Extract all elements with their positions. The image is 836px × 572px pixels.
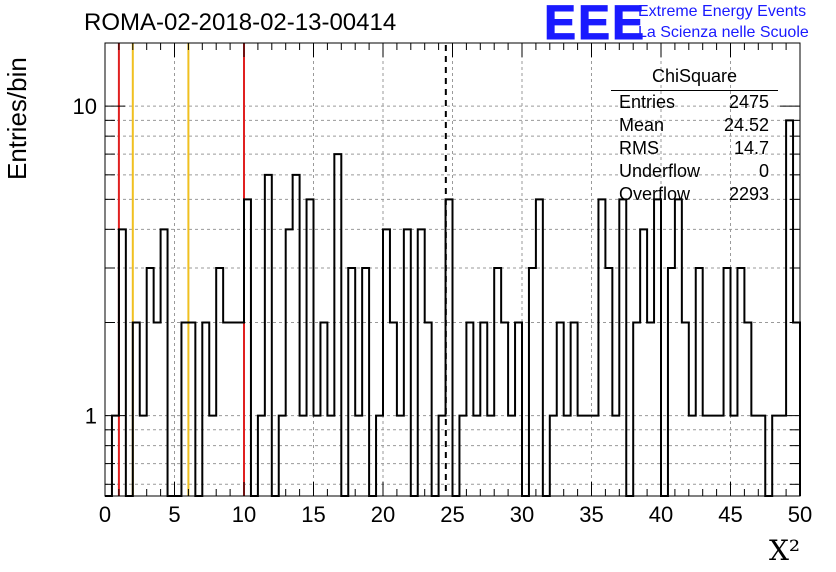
tick-labels: 0 5 10 15 20 25 30 35 40 45 50 1 10 (73, 94, 813, 527)
x-tick-label: 45 (718, 502, 742, 527)
histogram-bin (161, 229, 168, 496)
x-tick-label: 35 (579, 502, 603, 527)
logo-line-1: Extreme Energy Events (638, 3, 807, 20)
histogram-bin (737, 268, 744, 496)
stats-key: Underflow (619, 161, 701, 181)
histogram-bin (293, 175, 300, 496)
x-tick-label: 30 (510, 502, 534, 527)
histogram-bin (501, 322, 508, 496)
histogram-bin (675, 199, 682, 496)
histogram-bin (619, 199, 626, 496)
stats-key: Overflow (619, 184, 691, 204)
x-axis-label: X² (769, 534, 801, 567)
x-tick-label: 10 (232, 502, 256, 527)
histogram-bin (188, 322, 195, 496)
histogram-bin (418, 229, 425, 496)
histogram-bin (237, 322, 244, 496)
histogram-bin (557, 322, 564, 496)
stats-title: ChiSquare (651, 66, 738, 86)
histogram-bin (724, 268, 731, 496)
histogram-bin (265, 175, 272, 496)
histogram-bin (202, 322, 209, 496)
stats-row: Mean 24.52 (619, 115, 769, 138)
stats-value: 2293 (728, 184, 769, 204)
histogram-bin (307, 199, 314, 496)
histogram-bin (286, 229, 293, 496)
histogram-bin (529, 268, 536, 496)
histogram-bin (605, 268, 612, 496)
stats-value: 14.7 (733, 138, 769, 158)
stats-key: Mean (619, 115, 665, 135)
histogram-step (105, 119, 801, 497)
histogram-bin (362, 268, 369, 496)
x-tick-label: 50 (788, 502, 812, 527)
stats-key: RMS (619, 138, 659, 158)
y-axis-label: Entries/bin (2, 57, 32, 180)
histogram-bin (133, 322, 140, 496)
histogram-bin (571, 322, 578, 496)
x-tick-label: 40 (649, 502, 673, 527)
stats-row: RMS 14.7 (619, 138, 769, 161)
stats-key: Entries (619, 92, 676, 112)
stats-value: 24.52 (723, 115, 769, 135)
histogram-bin (348, 268, 355, 496)
x-tick-label: 5 (168, 502, 180, 527)
stats-value: 0 (758, 161, 769, 181)
histogram-bin (147, 268, 154, 496)
chart-title: ROMA-02-2018-02-13-00414 (84, 9, 397, 36)
histogram-bin (536, 199, 543, 496)
stats-row: Underflow 0 (619, 161, 769, 184)
histogram-bin (216, 268, 223, 496)
logo-line-2: La Scienza nelle Scuole (638, 24, 809, 41)
histogram-bin (744, 322, 751, 496)
x-tick-label: 0 (99, 502, 111, 527)
stats-value: 2475 (728, 92, 769, 112)
histogram-bin (793, 322, 800, 496)
histogram-bin (633, 322, 640, 496)
stats-row: Overflow 2293 (619, 184, 769, 207)
histogram-layer (105, 119, 801, 497)
histogram-bin (181, 322, 188, 496)
histogram-bin (654, 199, 661, 496)
histogram-bin (640, 229, 647, 496)
stats-box: ChiSquare Entries 2475 Mean 24.52 RMS 14… (611, 65, 778, 207)
histogram-bin (334, 154, 341, 496)
x-tick-label: 20 (371, 502, 395, 527)
histogram-bin (682, 322, 689, 496)
stats-row: Entries 2475 (619, 92, 769, 115)
histogram-bin (515, 322, 522, 496)
histogram-bin (390, 322, 397, 496)
histogram-bin (696, 268, 703, 496)
histogram-bin (647, 322, 654, 496)
x-tick-label: 25 (440, 502, 464, 527)
histogram-bin (404, 229, 411, 496)
histogram-bin (223, 322, 230, 496)
histogram-bin (230, 322, 237, 496)
histogram-bin (154, 322, 161, 496)
stats-divider (611, 90, 778, 91)
histogram-bin (494, 268, 501, 496)
histogram-bin (466, 322, 473, 496)
histogram-bin (244, 199, 251, 496)
y-tick-label: 10 (73, 94, 97, 119)
x-tick-label: 15 (301, 502, 325, 527)
histogram-bin (598, 199, 605, 496)
histogram-bin (786, 120, 793, 496)
histogram-bin (425, 322, 432, 496)
histogram-bin (383, 229, 390, 496)
eee-logo: EEE (543, 0, 647, 50)
axis-ticks (104, 43, 801, 496)
histogram-bin (480, 322, 487, 496)
histogram-bin (320, 322, 327, 496)
histogram-bin (668, 268, 675, 496)
histogram-bin (119, 229, 126, 496)
y-tick-label: 1 (85, 404, 97, 429)
